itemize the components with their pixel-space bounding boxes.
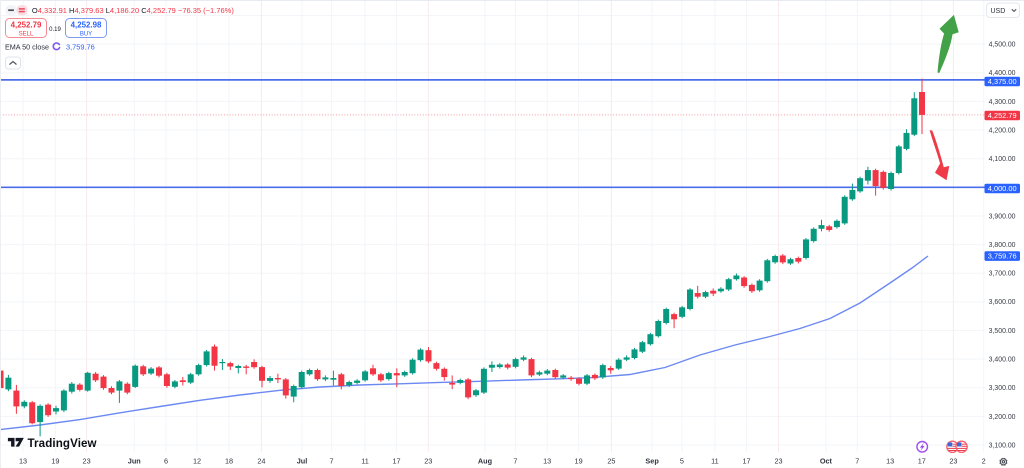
svg-text:Aug: Aug — [478, 457, 492, 466]
svg-text:Jun: Jun — [128, 457, 141, 466]
svg-text:4,375.00: 4,375.00 — [988, 77, 1017, 86]
svg-text:19: 19 — [575, 457, 583, 466]
svg-text:4,252.98: 4,252.98 — [71, 21, 102, 30]
svg-text:17: 17 — [392, 457, 400, 466]
svg-text:4,500.00: 4,500.00 — [989, 42, 1016, 49]
svg-text:4,100.00: 4,100.00 — [989, 156, 1016, 163]
svg-text:19: 19 — [51, 457, 59, 466]
svg-text:EMA 50 close: EMA 50 close — [5, 42, 49, 51]
svg-text:13: 13 — [19, 457, 27, 466]
svg-text:6: 6 — [164, 457, 168, 466]
svg-text:24: 24 — [257, 457, 265, 466]
svg-text:3,759.76: 3,759.76 — [66, 42, 95, 51]
svg-text:3,900.00: 3,900.00 — [989, 213, 1016, 220]
svg-text:3,500.00: 3,500.00 — [989, 328, 1016, 335]
svg-text:4,400.00: 4,400.00 — [989, 70, 1016, 77]
svg-text:23: 23 — [424, 457, 432, 466]
svg-text:3,200.00: 3,200.00 — [989, 414, 1016, 421]
svg-text:25: 25 — [607, 457, 615, 466]
svg-text:Jul: Jul — [297, 457, 308, 466]
svg-text:17: 17 — [742, 457, 750, 466]
svg-text:12: 12 — [193, 457, 201, 466]
svg-text:18: 18 — [225, 457, 233, 466]
svg-text:4,200.00: 4,200.00 — [989, 127, 1016, 134]
svg-text:2: 2 — [982, 457, 986, 466]
svg-text:11: 11 — [711, 457, 719, 466]
svg-text:3,300.00: 3,300.00 — [989, 385, 1016, 392]
svg-text:17: 17 — [918, 457, 926, 466]
svg-text:3,600.00: 3,600.00 — [989, 299, 1016, 306]
svg-text:3,759.76: 3,759.76 — [988, 252, 1017, 261]
svg-text:23: 23 — [774, 457, 782, 466]
svg-text:23: 23 — [949, 457, 957, 466]
svg-text:3,400.00: 3,400.00 — [989, 357, 1016, 364]
svg-text:4,300.00: 4,300.00 — [989, 99, 1016, 106]
svg-text:SELL: SELL — [19, 32, 34, 38]
svg-text:TradingView: TradingView — [28, 437, 98, 450]
svg-text:3,100.00: 3,100.00 — [989, 442, 1016, 449]
svg-text:Oct: Oct — [820, 457, 833, 466]
svg-text:USD: USD — [991, 8, 1006, 15]
svg-text:5: 5 — [680, 457, 684, 466]
svg-text:7: 7 — [855, 457, 859, 466]
svg-text:0.19: 0.19 — [49, 27, 61, 33]
svg-text:4,252.79: 4,252.79 — [11, 21, 42, 30]
svg-text:4,252.79: 4,252.79 — [988, 111, 1017, 120]
svg-text:7: 7 — [513, 457, 517, 466]
svg-text:11: 11 — [361, 457, 369, 466]
svg-text:7: 7 — [329, 457, 333, 466]
svg-text:Sep: Sep — [645, 457, 659, 466]
svg-text:13: 13 — [543, 457, 551, 466]
svg-text:BUY: BUY — [80, 32, 92, 38]
svg-text:13: 13 — [886, 457, 894, 466]
svg-text:O4,332.91 H4,379.63 L4,186.20: O4,332.91 H4,379.63 L4,186.20 C4,252.79 … — [32, 6, 234, 15]
svg-text:4,000.00: 4,000.00 — [988, 184, 1017, 193]
svg-text:3,700.00: 3,700.00 — [989, 271, 1016, 278]
svg-text:23: 23 — [83, 457, 91, 466]
svg-text:3,800.00: 3,800.00 — [989, 242, 1016, 249]
